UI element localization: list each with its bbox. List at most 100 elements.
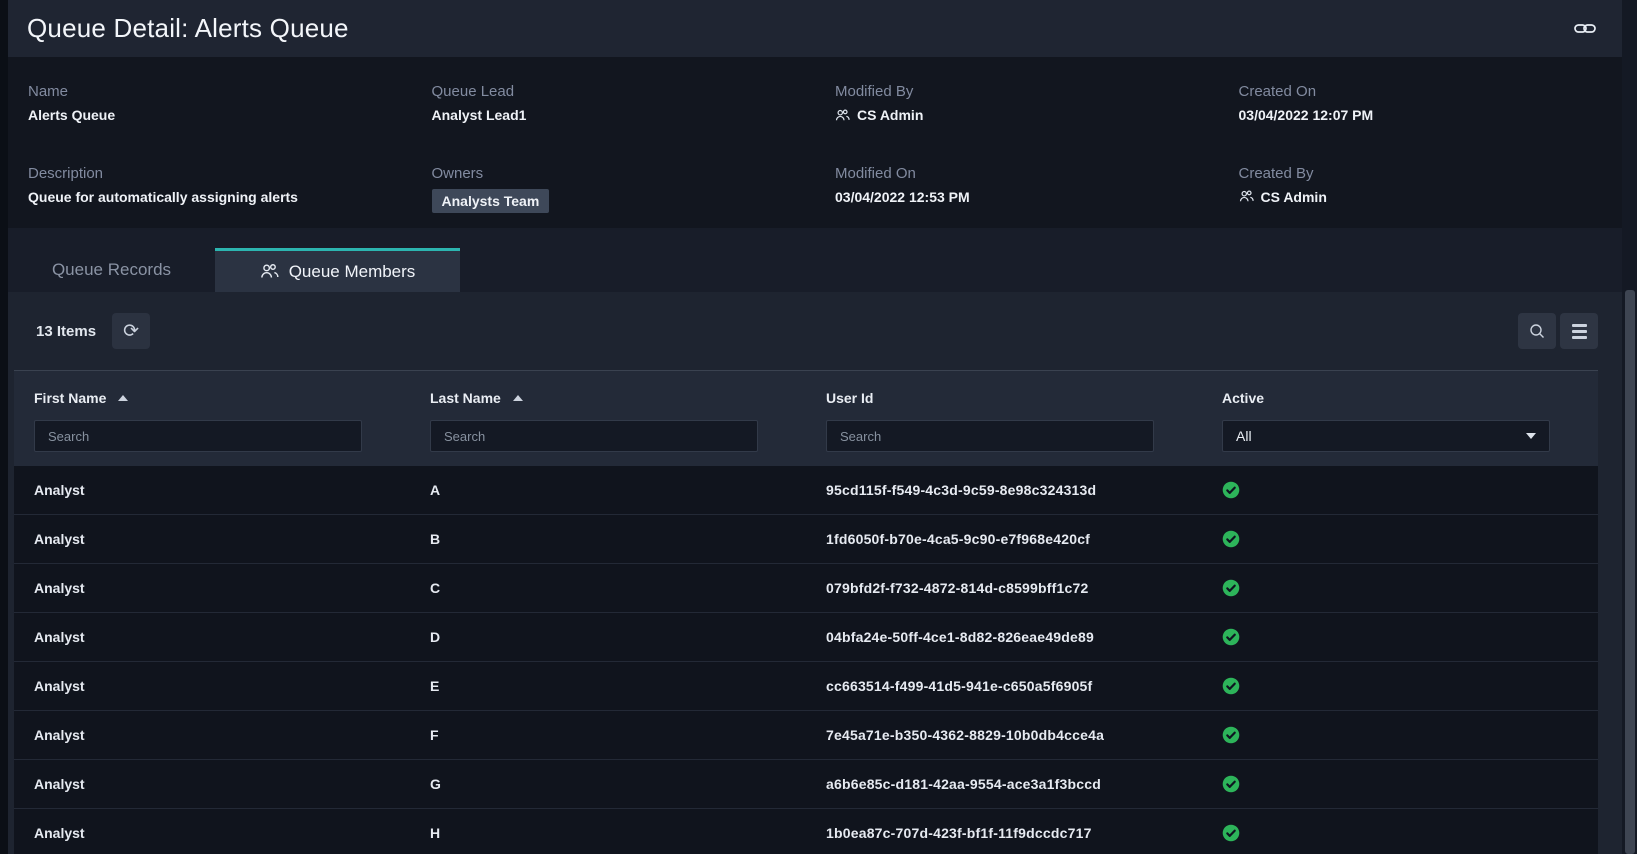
column-header-user-id[interactable]: User Id [826,390,874,406]
cell-user-id: 95cd115f-f549-4c3d-9c59-8e98c324313d [826,482,1097,498]
table-row[interactable]: Analyst A 95cd115f-f549-4c3d-9c59-8e98c3… [14,466,1598,515]
cell-last-name: E [430,678,440,694]
tab-queue-members[interactable]: Queue Members [215,248,460,292]
cell-first-name: Analyst [34,825,85,841]
cell-last-name: C [430,580,441,596]
column-header-active[interactable]: Active [1222,390,1265,406]
table-row[interactable]: Analyst E cc663514-f499-41d5-941e-c650a5… [14,662,1598,711]
field-value: Analyst Lead1 [431,107,527,123]
field-value: Queue for automatically assigning alerts [28,188,298,205]
table-toolbar: 13 Items ⟳ [8,292,1622,370]
cell-first-name: Analyst [34,727,85,743]
table-row[interactable]: Analyst G a6b6e85c-d181-42aa-9554-ace3a1… [14,760,1598,809]
meta-field-queue-lead: Queue Lead Analyst Lead1 [412,83,816,139]
copy-link-button[interactable] [1574,22,1596,35]
filter-last-name [430,420,758,452]
people-icon [835,109,850,120]
cell-last-name: H [430,825,441,841]
table-body: Analyst A 95cd115f-f549-4c3d-9c59-8e98c3… [14,466,1598,854]
cell-first-name: Analyst [34,580,85,596]
field-value: Alerts Queue [28,107,116,123]
check-circle-icon [1222,628,1240,646]
cell-first-name: Analyst [34,482,85,498]
page-title: Queue Detail: Alerts Queue [27,13,349,43]
queue-metadata-panel: Name Alerts Queue Queue Lead Analyst Lea… [8,57,1622,228]
chevron-down-icon [1526,433,1536,439]
cell-active [1202,530,1598,548]
cell-last-name: G [430,776,441,792]
cell-first-name: Analyst [34,531,85,547]
cell-last-name: B [430,531,441,547]
field-label: Queue Lead [431,83,515,100]
meta-field-modified-on: Modified On 03/04/2022 12:53 PM [815,165,1219,229]
select-value: All [1236,428,1252,444]
cell-active [1202,628,1598,646]
view-options-button[interactable] [1560,313,1598,349]
tab-label: Queue Members [288,261,416,281]
table-row[interactable]: Analyst F 7e45a71e-b350-4362-8829-10b0db… [14,711,1598,760]
field-label: Description [28,164,104,182]
column-active: Active All [1202,388,1598,452]
cell-user-id: a6b6e85c-d181-42aa-9554-ace3a1f3bccd [826,776,1101,792]
people-icon [260,264,279,278]
link-icon [1574,24,1596,33]
sort-asc-icon [512,395,523,401]
meta-field-owners: Owners Analysts Team [412,165,816,229]
people-icon [1239,190,1254,202]
table-row[interactable]: Analyst B 1fd6050f-b70e-4ca5-9c90-e7f968… [14,515,1598,564]
items-count: 13 Items [36,322,97,340]
filter-user-id [826,420,1154,452]
table-header: First Name Last Name [14,370,1598,466]
cell-user-id: 7e45a71e-b350-4362-8829-10b0db4cce4a [826,727,1105,743]
field-value: CS Admin [835,107,1219,123]
cell-user-id: 1b0ea87c-707d-423f-bf1f-11f9dccdc717 [826,825,1092,841]
cell-active [1202,677,1598,695]
tab-queue-records[interactable]: Queue Records [8,248,215,292]
refresh-icon: ⟳ [123,320,139,342]
field-value: 03/04/2022 12:53 PM [835,188,970,205]
cell-first-name: Analyst [34,776,85,792]
toolbar-right-group [1518,313,1598,349]
table-row[interactable]: Analyst H 1b0ea87c-707d-423f-bf1f-11f9dc… [14,809,1598,854]
sort-asc-icon [118,395,129,401]
owner-chip: Analysts Team [431,188,550,213]
refresh-button[interactable]: ⟳ [112,313,151,349]
tab-bar: Queue Records Queue Members [8,228,1622,292]
column-header-first-name[interactable]: First Name [34,388,362,408]
field-label: Modified By [835,83,914,100]
cell-active [1202,824,1598,842]
first-name-search-input[interactable] [34,420,362,452]
check-circle-icon [1222,775,1240,793]
scrollbar-thumb[interactable] [1625,290,1635,854]
field-value-text: CS Admin [857,107,924,123]
search-icon [1530,324,1544,338]
active-filter-select[interactable]: All [1222,420,1550,452]
table-row[interactable]: Analyst C 079bfd2f-f732-4872-814d-c8599b… [14,564,1598,613]
check-circle-icon [1222,481,1240,499]
check-circle-icon [1222,579,1240,597]
meta-field-created-on: Created On 03/04/2022 12:07 PM [1219,83,1623,139]
check-circle-icon [1222,726,1240,744]
field-value-text: CS Admin [1260,188,1327,205]
tab-label: Queue Records [51,260,172,279]
cell-active [1202,579,1598,597]
cell-active [1202,481,1598,499]
cell-first-name: Analyst [34,678,85,694]
meta-field-created-by: Created By CS Admin [1219,165,1623,229]
field-value: 03/04/2022 12:07 PM [1238,107,1374,123]
user-id-search-input[interactable] [826,420,1154,452]
field-value: CS Admin [1239,189,1623,205]
left-gutter [0,0,8,854]
table-row[interactable]: Analyst D 04bfa24e-50ff-4ce1-8d82-826eae… [14,613,1598,662]
field-label: Modified On [835,164,916,182]
search-button[interactable] [1518,313,1556,349]
menu-icon [1571,323,1587,327]
meta-field-modified-by: Modified By CS Admin [815,83,1219,139]
cell-first-name: Analyst [34,629,85,645]
last-name-search-input[interactable] [430,420,758,452]
cell-user-id: cc663514-f499-41d5-941e-c650a5f6905f [826,678,1093,694]
column-header-last-name[interactable]: Last Name [430,388,758,408]
field-value: Analysts Team [431,188,816,213]
scrollbar-track [1622,0,1637,854]
